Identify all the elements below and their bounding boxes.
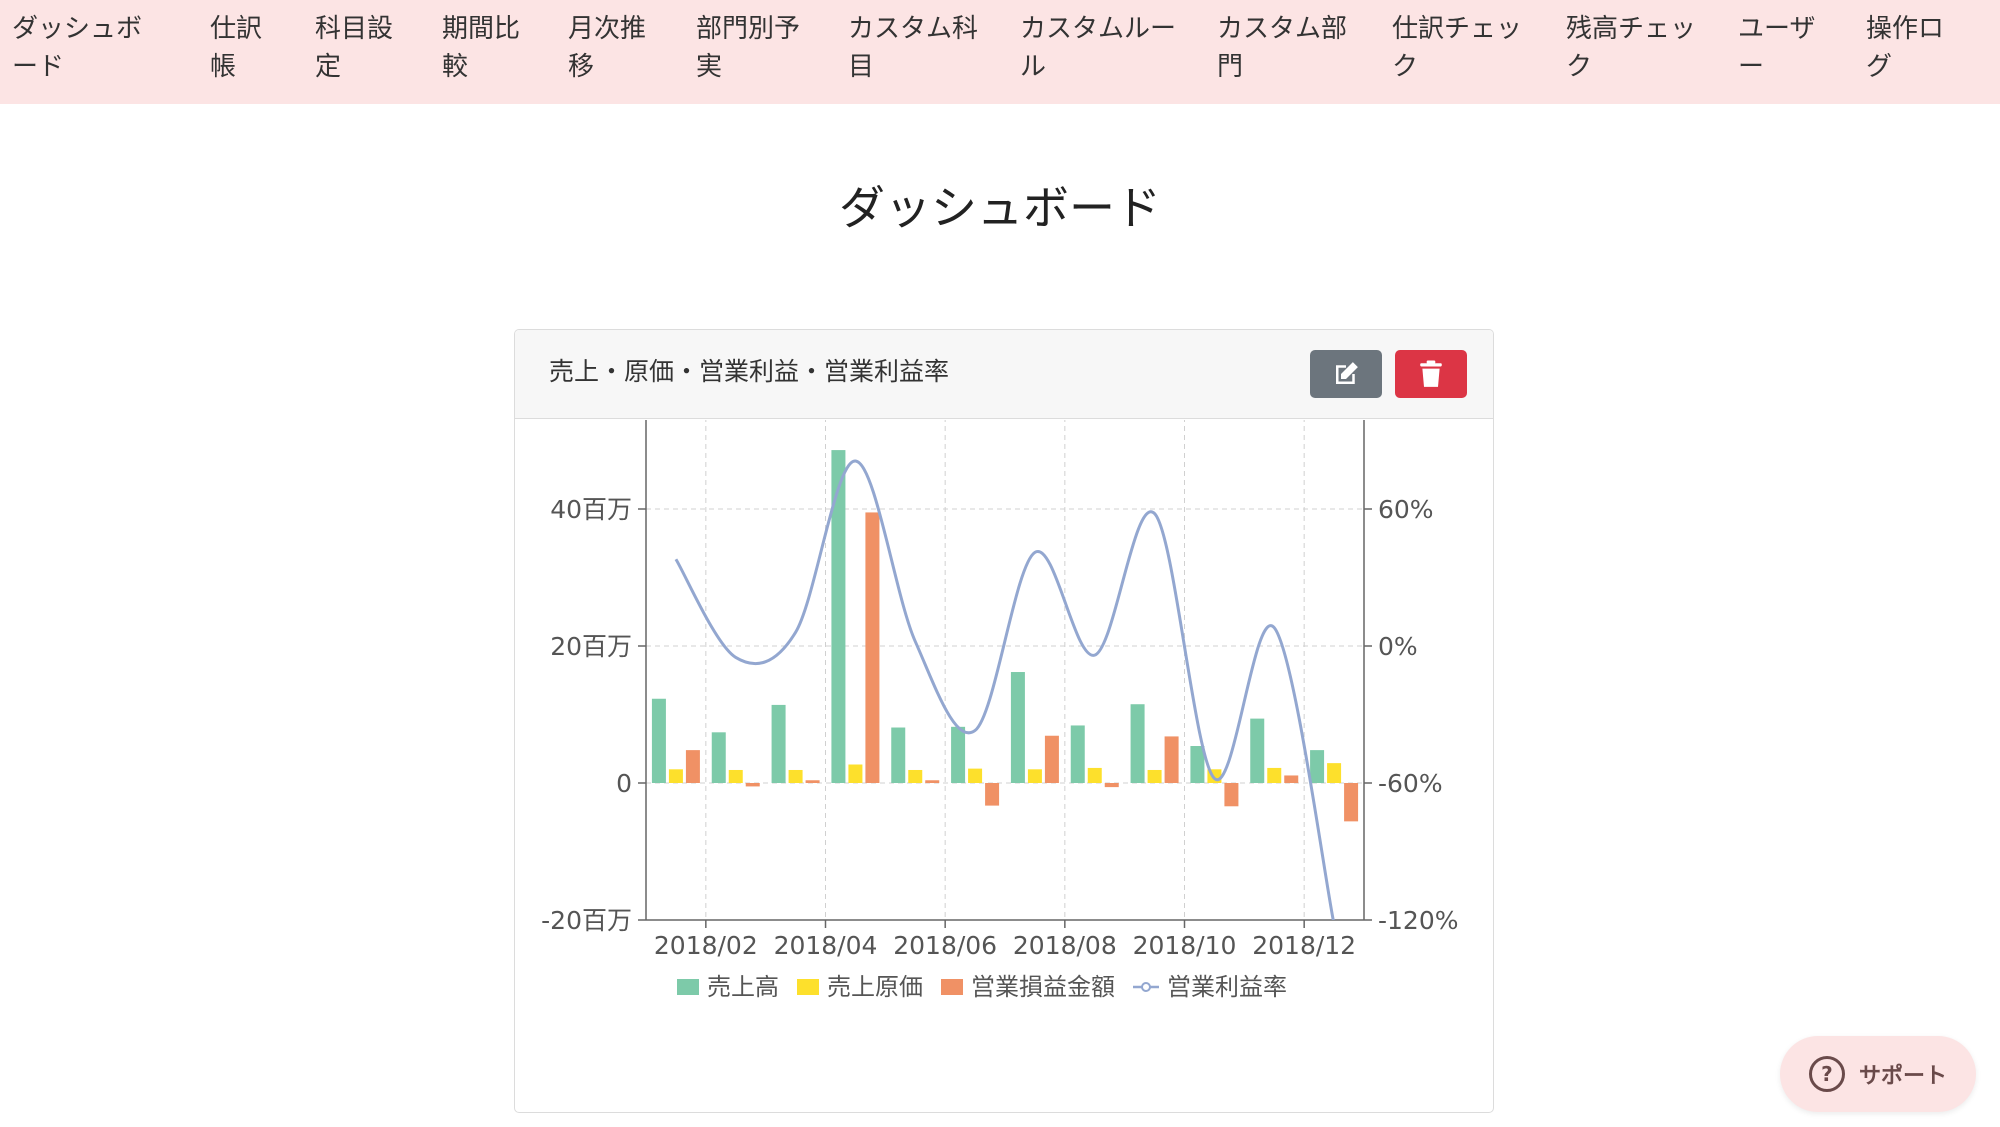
bar (685, 750, 700, 783)
margin-line (674, 459, 1335, 920)
edit-icon (1336, 362, 1358, 384)
nav-item-monthly-trend[interactable]: 月次推移 (568, 14, 647, 82)
y-right-tick-label: 0% (1378, 632, 1418, 661)
nav-item-account-settings[interactable]: 科目設定 (315, 14, 394, 82)
bar (1147, 769, 1162, 783)
bar (1284, 775, 1299, 783)
bar (1027, 769, 1042, 783)
bar (951, 726, 966, 783)
top-navigation: ダッシュボード 仕訳帳 科目設定 期間比較 月次推移 部門別予実 カスタム科目 … (0, 0, 2000, 104)
bar (771, 704, 786, 783)
nav-item-journal[interactable]: 仕訳帳 (210, 14, 263, 82)
nav-item-balance-check[interactable]: 残高チェック (1566, 14, 1697, 82)
bar (1070, 725, 1085, 783)
legend-label: 売上高 (707, 973, 779, 1001)
nav-item-custom-departments[interactable]: カスタム部門 (1217, 14, 1348, 82)
bar (1224, 783, 1239, 807)
page-title: ダッシュボード (839, 181, 1161, 235)
nav-item-journal-check[interactable]: 仕訳チェック (1392, 14, 1523, 82)
legend-label: 営業利益率 (1167, 973, 1287, 1001)
delete-button[interactable] (1395, 350, 1467, 398)
x-tick-label: 2018/08 (1013, 931, 1117, 960)
y-left-tick-label: 40百万 (550, 495, 632, 524)
nav-item-period-comparison[interactable]: 期間比較 (442, 14, 521, 82)
y-left-tick-label: -20百万 (541, 906, 632, 935)
bar (1104, 783, 1119, 788)
bar (1130, 704, 1145, 783)
bar (925, 780, 940, 783)
x-tick-label: 2018/10 (1133, 931, 1237, 960)
bar (865, 512, 880, 783)
x-tick-label: 2018/04 (774, 931, 878, 960)
bar (1164, 736, 1179, 783)
bar (1087, 767, 1102, 783)
nav-item-custom-accounts[interactable]: カスタム科目 (848, 14, 979, 82)
bar (1310, 750, 1325, 783)
bar (985, 783, 1000, 806)
bar (1250, 718, 1265, 783)
edit-button[interactable] (1310, 350, 1382, 398)
nav-item-users[interactable]: ユーザー (1738, 14, 1816, 82)
y-right-tick-label: -60% (1378, 769, 1443, 798)
x-tick-label: 2018/06 (893, 931, 997, 960)
bar (1344, 783, 1359, 822)
chart-card: 売上・原価・営業利益・営業利益率 60百万120%40百万60%20百万0%0-… (514, 329, 1494, 1113)
bar (711, 732, 726, 783)
x-tick-label: 2018/02 (654, 931, 758, 960)
bar (1190, 746, 1205, 783)
bar (831, 450, 846, 783)
legend-swatch (941, 979, 963, 995)
bar (968, 768, 983, 783)
card-title: 売上・原価・営業利益・営業利益率 (549, 357, 950, 386)
bar (668, 769, 683, 783)
bar (745, 783, 760, 787)
y-right-tick-label: 60% (1378, 495, 1434, 524)
nav-item-operation-log[interactable]: 操作ログ (1866, 14, 1945, 82)
y-left-tick-label: 20百万 (550, 632, 632, 661)
trash-icon (1420, 360, 1442, 387)
bar (728, 769, 743, 783)
nav-item-dashboard[interactable]: ダッシュボード (12, 14, 143, 82)
x-tick-label: 2018/12 (1252, 931, 1356, 960)
bar (1267, 767, 1282, 783)
bar (788, 769, 803, 783)
legend-swatch (677, 979, 699, 995)
legend-marker (1141, 982, 1151, 992)
chart-area: 60百万120%40百万60%20百万0%0-60%-20百万-120%2018… (515, 358, 1493, 1112)
bar (805, 780, 820, 783)
bar (1010, 672, 1025, 783)
nav-item-department-budget[interactable]: 部門別予実 (696, 14, 801, 82)
bar (1327, 763, 1342, 783)
card-header: 売上・原価・営業利益・営業利益率 (515, 330, 1493, 419)
bar (651, 698, 666, 783)
bar (891, 727, 906, 783)
support-label: サポート (1858, 1064, 1947, 1089)
combo-chart: 60百万120%40百万60%20百万0%0-60%-20百万-120%2018… (541, 358, 1459, 1001)
y-right-tick-label: -120% (1378, 906, 1459, 935)
legend-swatch (797, 979, 819, 995)
nav-item-custom-rules[interactable]: カスタムルール (1020, 14, 1177, 82)
bar (848, 764, 863, 783)
legend-label: 営業損益金額 (971, 973, 1115, 1001)
support-button[interactable]: ? サポート (1780, 1036, 1976, 1112)
y-left-tick-label: 0 (616, 769, 632, 798)
bar (1044, 735, 1059, 783)
bar (908, 769, 923, 783)
legend-label: 売上原価 (827, 973, 923, 1001)
question-circle-icon: ? (1808, 1056, 1845, 1092)
